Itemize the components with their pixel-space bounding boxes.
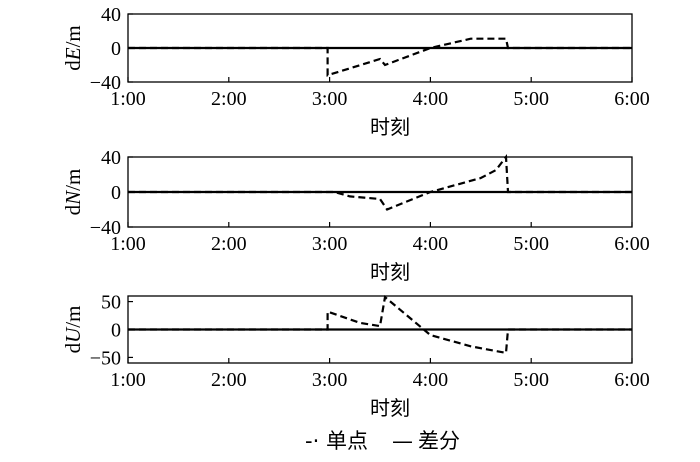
x-tick-label: 6:00 (614, 88, 650, 110)
x-tick-label: 3:00 (312, 233, 348, 255)
x-tick-label: 4:00 (413, 369, 449, 391)
y-axis-label: dN/m (61, 169, 85, 216)
y-tick-label: 40 (101, 4, 121, 26)
x-tick-label: 3:00 (312, 369, 348, 391)
series-line-single (128, 37, 632, 77)
y-tick-label: 0 (111, 320, 121, 342)
y-tick-label: 0 (111, 182, 121, 204)
y-tick-label: 0 (111, 38, 121, 60)
legend: -· 单点 — 差分 (305, 429, 460, 453)
y-tick-label: −40 (90, 217, 121, 239)
y-axis-label: dU/m (61, 306, 85, 354)
x-tick-label: 1:00 (110, 233, 146, 255)
x-axis-label: 时刻 (370, 115, 410, 139)
x-axis-label: 时刻 (370, 260, 410, 284)
x-tick-label: 2:00 (211, 233, 247, 255)
x-tick-label: 5:00 (513, 369, 549, 391)
x-tick-label: 1:00 (110, 88, 146, 110)
x-tick-label: 2:00 (211, 369, 247, 391)
panel-e: 1:00 2:00 3:00 4:00 5:00 6:00 −40 0 40 dE/m 时刻 (61, 4, 650, 139)
y-tick-label: −50 (90, 347, 121, 369)
y-tick-label: 50 (101, 292, 121, 314)
legend-item-single-symbol: -· (305, 429, 319, 453)
x-tick-label: 3:00 (312, 88, 348, 110)
x-tick-label: 5:00 (513, 233, 549, 255)
x-tick-label: 6:00 (614, 233, 650, 255)
series-line-single (128, 295, 632, 355)
x-tick-label: 1:00 (110, 369, 146, 391)
x-tick-label: 5:00 (513, 88, 549, 110)
legend-item-diff-label: 差分 (418, 429, 460, 453)
x-tick-label: 2:00 (211, 88, 247, 110)
series-line-single (128, 153, 632, 211)
x-tick-label: 4:00 (413, 233, 449, 255)
legend-item-single-label: 单点 (326, 429, 368, 453)
x-tick-label: 6:00 (614, 369, 650, 391)
panel-u: 1:00 2:00 3:00 4:00 5:00 6:00 −50 0 50 dU/m 时刻 (61, 292, 650, 420)
panel-n: 1:00 2:00 3:00 4:00 5:00 6:00 −40 0 40 dN/m 时刻 (61, 147, 650, 284)
y-tick-label: −40 (90, 72, 121, 94)
y-tick-label: 40 (101, 147, 121, 169)
x-tick-label: 4:00 (413, 88, 449, 110)
x-axis-label: 时刻 (370, 396, 410, 420)
legend-item-diff-symbol: — (392, 429, 413, 453)
y-axis-label: dE/m (61, 25, 85, 71)
